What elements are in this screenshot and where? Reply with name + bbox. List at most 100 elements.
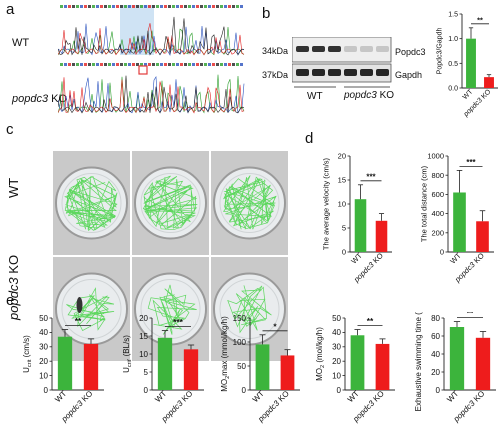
significance-stars: ** bbox=[75, 316, 82, 326]
band-popdc3 bbox=[312, 46, 325, 52]
seq-wt-label: WT bbox=[12, 37, 30, 49]
marker-37kda: 37kDa bbox=[262, 70, 289, 80]
y-tick-label: 1.0 bbox=[448, 36, 458, 43]
significance-stars: * bbox=[273, 321, 277, 331]
band-gapdh bbox=[360, 69, 373, 76]
panel-label-b: b bbox=[262, 5, 271, 22]
y-tick-label: 0 bbox=[44, 386, 49, 395]
y-tick-label: 20 bbox=[338, 152, 346, 161]
y-tick-label: 0 bbox=[436, 386, 441, 395]
blot-bands bbox=[296, 46, 389, 76]
bar-ko bbox=[476, 221, 489, 252]
y-tick-label: 0 bbox=[342, 248, 346, 257]
x-category-label: WT bbox=[346, 389, 361, 404]
bar-ko bbox=[183, 349, 199, 390]
y-tick-label: 60 bbox=[431, 332, 440, 341]
bar-wt bbox=[449, 327, 465, 390]
y-tick-label: 50 bbox=[39, 314, 48, 323]
bar-ko bbox=[475, 337, 491, 390]
x-category-label: WT bbox=[462, 88, 475, 101]
y-tick-label: 1000 bbox=[427, 152, 444, 161]
y-axis-label: Ucrit (cm/s) bbox=[22, 335, 33, 373]
y-tick-label: 150 bbox=[233, 314, 247, 323]
significance-stars: ** bbox=[467, 312, 474, 318]
swim-track bbox=[142, 175, 198, 231]
y-tick-label: 40 bbox=[332, 328, 341, 337]
chart-exhaustive-swimming-time: 0 20 40 60 80 Exhaustive swimming time (min) W… bbox=[414, 312, 496, 424]
y-tick-label: 200 bbox=[431, 228, 444, 237]
y-tick-label: 30 bbox=[39, 343, 48, 352]
chart-total-distance: 0 200 400 600 800 1000 The total distance (cm)… bbox=[419, 152, 494, 285]
y-axis-label: Popdc3/Gapdh bbox=[437, 28, 444, 75]
y-tick-label: 50 bbox=[237, 362, 246, 371]
y-tick-label: 80 bbox=[431, 314, 440, 323]
bar-ko bbox=[280, 355, 295, 390]
bar-ko bbox=[83, 343, 99, 390]
significance-stars: ** bbox=[367, 316, 374, 326]
panel-label-d: d bbox=[305, 130, 314, 147]
swim-track bbox=[222, 175, 277, 230]
y-tick-label: 100 bbox=[233, 338, 247, 347]
y-tick-label: 30 bbox=[332, 343, 341, 352]
mutation-box bbox=[138, 65, 148, 75]
y-tick-label: 40 bbox=[431, 350, 440, 359]
y-tick-label: 20 bbox=[332, 357, 341, 366]
wt-chromatogram-trace bbox=[58, 5, 245, 56]
band-gapdh bbox=[376, 69, 389, 76]
y-tick-label: 50 bbox=[332, 314, 341, 323]
y-tick-label: 0 bbox=[242, 386, 247, 395]
swim-track bbox=[147, 284, 197, 335]
y-tick-label: 20 bbox=[39, 357, 48, 366]
western-blot bbox=[292, 37, 392, 88]
y-tick-label: 15 bbox=[338, 176, 346, 185]
sequencing-chromatogram bbox=[58, 5, 245, 114]
bar-wt bbox=[57, 336, 73, 390]
y-tick-label: 5 bbox=[342, 224, 346, 233]
y-tick-label: 0 bbox=[144, 386, 149, 395]
band-gapdh bbox=[312, 69, 325, 76]
blot-gapdh-strip bbox=[292, 63, 392, 83]
band-popdc3 bbox=[344, 46, 357, 52]
y-tick-label: 800 bbox=[431, 171, 444, 180]
x-category-label: WT bbox=[349, 251, 364, 266]
y-tick-label: 0.5 bbox=[448, 61, 458, 68]
y-tick-label: 15 bbox=[139, 332, 148, 341]
panel-label-a: a bbox=[6, 1, 15, 18]
bar-wt bbox=[157, 337, 173, 390]
y-tick-label: 0 bbox=[337, 386, 342, 395]
y-tick-label: 0.0 bbox=[448, 85, 458, 92]
x-category-label: WT bbox=[153, 389, 168, 404]
y-tick-label: 20 bbox=[139, 314, 148, 323]
bar-wt bbox=[466, 38, 476, 88]
y-tick-label: 40 bbox=[39, 328, 48, 337]
bar-ko bbox=[375, 343, 390, 390]
panel-label-c: c bbox=[6, 121, 14, 138]
y-axis-label: Ucrit' (BL/s) bbox=[122, 335, 133, 373]
y-axis-label: MO2max (mmol/kg/h) bbox=[220, 316, 231, 392]
lane-label-ko: popdc3 KO bbox=[344, 90, 395, 101]
bar-ko bbox=[484, 77, 494, 88]
band-label-gapdh: Gapdh bbox=[395, 70, 423, 80]
band-gapdh bbox=[344, 69, 357, 76]
significance-stars: *** bbox=[466, 158, 476, 167]
fish bbox=[76, 297, 83, 313]
band-popdc3 bbox=[360, 46, 373, 52]
significance-stars: ** bbox=[477, 15, 483, 24]
band-popdc3 bbox=[376, 46, 389, 52]
bar-wt bbox=[453, 192, 466, 252]
bar-wt bbox=[350, 335, 365, 390]
y-axis-label: MO2 (mol/kg/h) bbox=[315, 327, 326, 381]
x-category-label: WT bbox=[448, 251, 463, 266]
bar-wt bbox=[354, 199, 367, 252]
significance-stars: *** bbox=[366, 172, 376, 181]
y-tick-label: 20 bbox=[431, 368, 440, 377]
swim-track bbox=[64, 176, 118, 232]
band-gapdh bbox=[296, 69, 309, 76]
